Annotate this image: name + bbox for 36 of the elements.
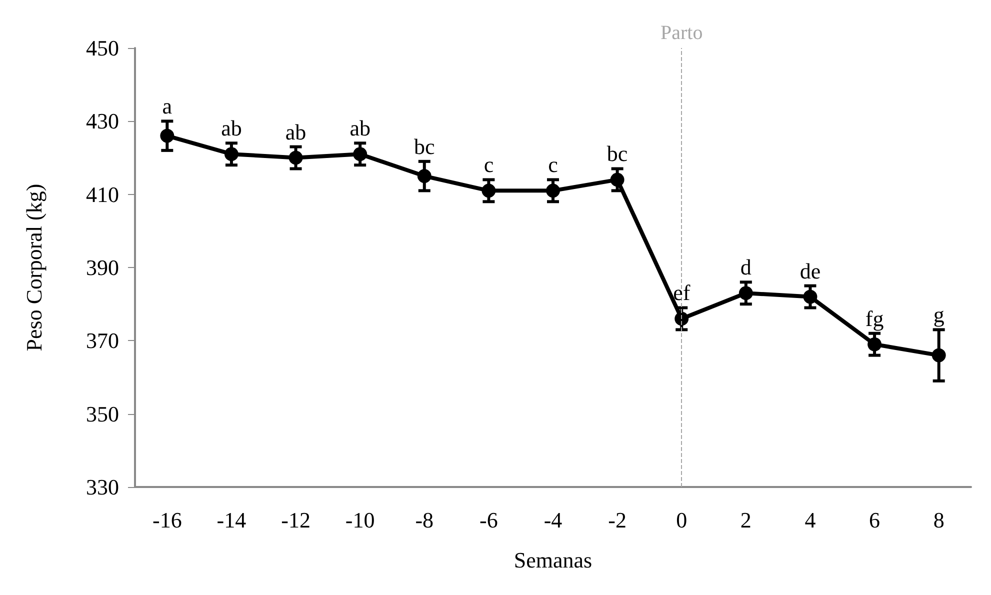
y-tick-label: 410 bbox=[86, 182, 119, 207]
ref-line-label: Parto bbox=[660, 22, 703, 44]
x-tick-label: -2 bbox=[608, 508, 626, 532]
annotation: g bbox=[933, 302, 944, 328]
x-tick-label: -4 bbox=[544, 508, 562, 532]
y-tick-label: 390 bbox=[86, 255, 119, 280]
annotation: ef bbox=[673, 280, 691, 306]
annotation: ab bbox=[285, 119, 306, 144]
x-tick-label: -8 bbox=[415, 508, 434, 532]
x-tick-label: 0 bbox=[676, 508, 688, 532]
x-tick-label: 2 bbox=[740, 508, 752, 532]
annotation: de bbox=[800, 258, 821, 284]
annotation: bc bbox=[606, 141, 628, 166]
y-tick-label: 430 bbox=[86, 108, 119, 134]
annotation: c bbox=[548, 152, 558, 178]
y-tick-label: 330 bbox=[86, 474, 119, 500]
annotation: c bbox=[484, 152, 494, 178]
x-tick-label: -14 bbox=[216, 508, 246, 532]
annotation: fg bbox=[865, 306, 884, 331]
x-axis-title: Semanas bbox=[514, 548, 592, 572]
x-tick-label: -12 bbox=[281, 508, 310, 532]
x-tick-label: 6 bbox=[869, 508, 880, 532]
annotation: ab bbox=[221, 116, 242, 141]
annotation: bc bbox=[414, 134, 435, 159]
x-tick-label: -10 bbox=[345, 508, 375, 532]
x-tick-label: 4 bbox=[804, 508, 816, 532]
y-tick-label: 370 bbox=[86, 328, 119, 354]
annotation: d bbox=[740, 254, 752, 280]
x-tick-label: -16 bbox=[152, 508, 182, 532]
annotation: ab bbox=[350, 116, 370, 141]
x-tick-label: 8 bbox=[933, 508, 944, 532]
y-axis-title: Peso Corporal (kg) bbox=[22, 184, 46, 352]
y-tick-label: 450 bbox=[86, 36, 119, 60]
annotation: a bbox=[162, 94, 172, 119]
y-tick-label: 350 bbox=[86, 401, 119, 426]
x-tick-label: -6 bbox=[480, 508, 498, 532]
